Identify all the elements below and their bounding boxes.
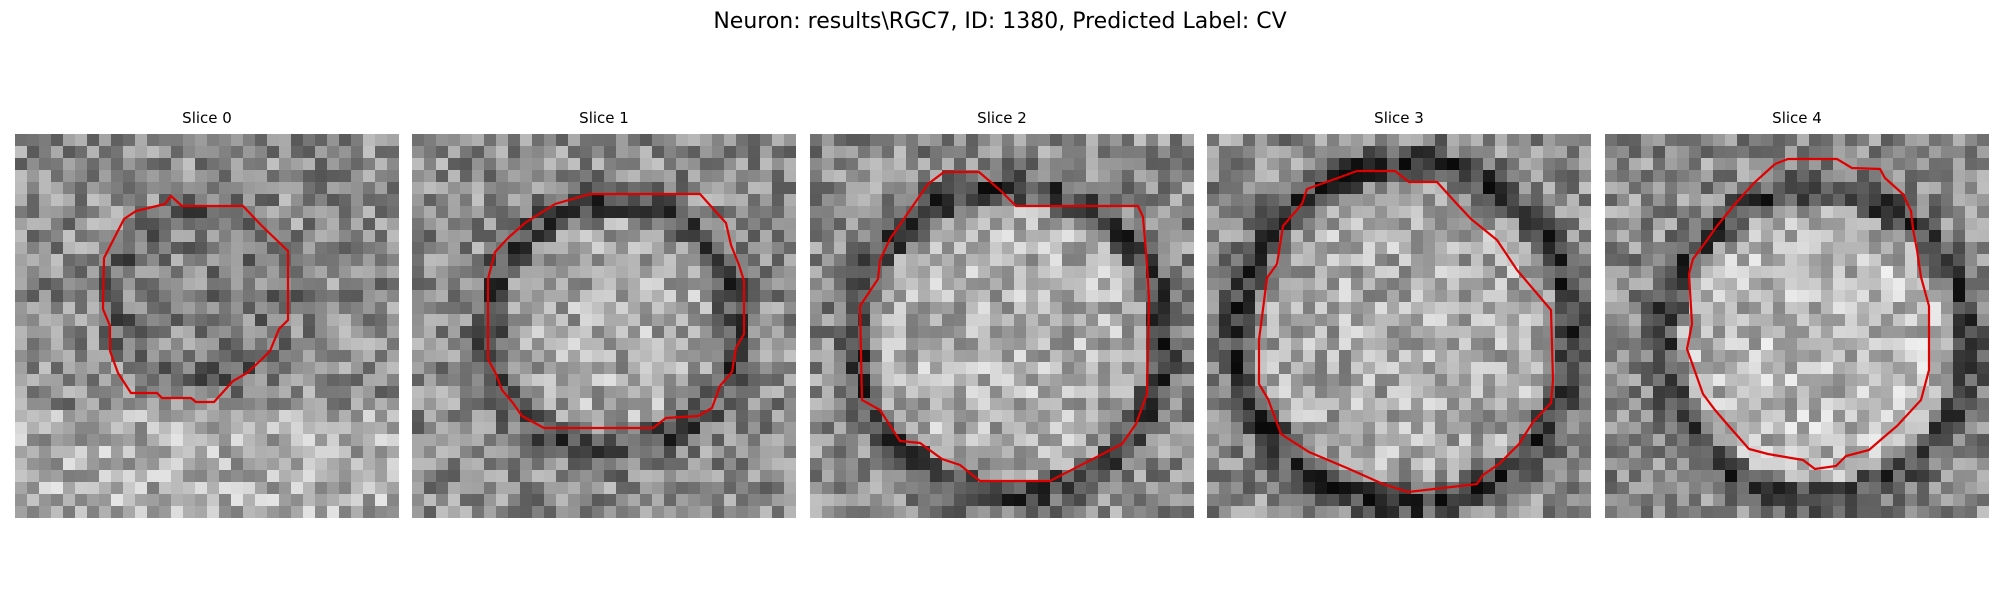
contour-overlay: [858, 170, 1151, 483]
slice-panel-1: Slice 1: [412, 108, 796, 518]
segmentation-contour: [1685, 157, 1931, 471]
slice-image-frame: [1605, 134, 1989, 518]
slice-panel-4: Slice 4: [1605, 108, 1989, 518]
slice-image-frame: [1207, 134, 1591, 518]
slice-title: Slice 1: [579, 109, 629, 127]
slice-title: Slice 0: [182, 109, 232, 127]
contour-overlay: [1685, 157, 1931, 471]
figure-title: Neuron: results\RGC7, ID: 1380, Predicte…: [713, 9, 1287, 34]
slice-image: [1605, 134, 1989, 518]
slice-image: [810, 134, 1194, 518]
slice-panel-2: Slice 2: [810, 108, 1194, 518]
segmentation-contour: [1257, 169, 1555, 494]
segmentation-contour: [858, 170, 1151, 483]
slice-panel-3: Slice 3: [1207, 108, 1591, 518]
slice-image-frame: [15, 134, 399, 518]
slice-image-frame: [412, 134, 796, 518]
slice-title: Slice 2: [977, 109, 1027, 127]
slice-title: Slice 3: [1374, 109, 1424, 127]
contour-overlay: [1257, 169, 1555, 494]
segmentation-contour: [101, 194, 290, 404]
slice-image: [412, 134, 796, 518]
segmentation-contour: [486, 192, 746, 430]
slice-panel-0: Slice 0: [15, 108, 399, 518]
slice-image: [15, 134, 399, 518]
contour-overlay: [486, 192, 746, 430]
slice-image-frame: [810, 134, 1194, 518]
contour-overlay: [101, 194, 290, 404]
slice-image: [1207, 134, 1591, 518]
slice-title: Slice 4: [1772, 109, 1822, 127]
